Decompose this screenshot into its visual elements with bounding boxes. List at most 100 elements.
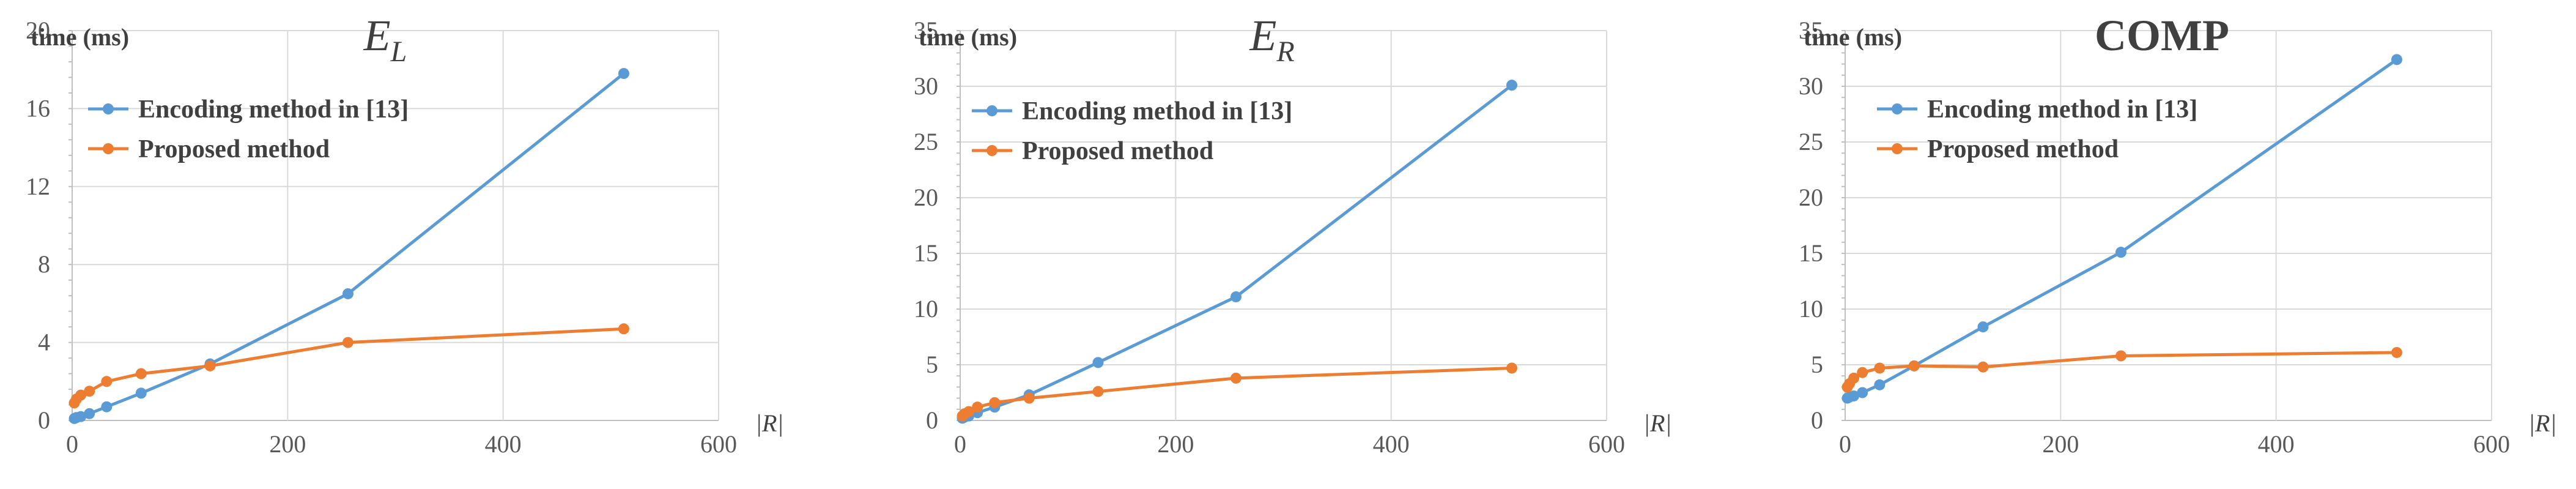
data-point bbox=[1977, 321, 1989, 333]
data-point bbox=[1857, 387, 1868, 398]
legend-label: Encoding method in [13] bbox=[1022, 97, 1292, 125]
chart-comp: 0 5 10 15 20 25 30 35 0 200 400 600 time (ms) |R| COMP… bbox=[1799, 11, 2556, 458]
y-tick-label: 5 bbox=[926, 351, 938, 378]
data-point bbox=[2115, 350, 2126, 362]
data-point bbox=[135, 387, 147, 399]
legend-entry: Encoding method in [13] bbox=[88, 95, 409, 124]
data-point bbox=[2391, 346, 2402, 358]
y-tick-label: 30 bbox=[1799, 72, 1823, 100]
data-point bbox=[75, 389, 87, 401]
data-point bbox=[342, 288, 353, 299]
series-line bbox=[73, 72, 625, 420]
y-tick-label: 20 bbox=[26, 17, 50, 44]
y-tick-label: 20 bbox=[1799, 184, 1823, 211]
y-tick-label: 4 bbox=[38, 329, 50, 356]
data-point bbox=[1023, 392, 1035, 404]
x-tick-label: 400 bbox=[485, 430, 522, 458]
data-point bbox=[342, 337, 353, 348]
x-tick-label: 200 bbox=[2042, 430, 2079, 458]
y-tick-label: 35 bbox=[1799, 17, 1823, 44]
data-point bbox=[1506, 362, 1517, 374]
legend-label: Encoding method in [13] bbox=[138, 95, 409, 124]
chart-title: COMP bbox=[2095, 11, 2229, 60]
data-point bbox=[1092, 386, 1104, 397]
legend-entry: Encoding method in [13] bbox=[1877, 95, 2197, 124]
y-axis-title: time (ms) bbox=[31, 23, 129, 51]
y-tick-label: 12 bbox=[26, 173, 50, 200]
x-tick-label: 0 bbox=[1839, 430, 1851, 458]
data-point bbox=[84, 408, 95, 419]
series-proposed-method bbox=[957, 362, 1517, 422]
chart-title: EL bbox=[363, 11, 407, 68]
data-point bbox=[101, 401, 113, 412]
y-tick-label: 25 bbox=[914, 128, 938, 155]
legend-marker bbox=[986, 105, 997, 116]
x-tick-label: 0 bbox=[66, 430, 78, 458]
data-point bbox=[963, 406, 975, 417]
x-axis-title: |R| bbox=[1643, 409, 1671, 437]
x-tick-label: 200 bbox=[269, 430, 306, 458]
chart-title: ER bbox=[1249, 11, 1294, 68]
y-tick-label: 0 bbox=[1811, 406, 1823, 434]
y-tick-label: 5 bbox=[1811, 351, 1823, 378]
legend-entry: Proposed method bbox=[88, 135, 330, 163]
y-tick-label: 16 bbox=[26, 94, 50, 122]
data-point bbox=[989, 397, 1001, 408]
data-point bbox=[1506, 80, 1517, 91]
legend-marker bbox=[1892, 103, 1903, 114]
x-tick-label: 600 bbox=[700, 430, 737, 458]
y-axis-title: time (ms) bbox=[919, 23, 1017, 51]
legend-label: Encoding method in [13] bbox=[1927, 95, 2197, 124]
data-point bbox=[1092, 357, 1104, 368]
y-axis-title: time (ms) bbox=[1804, 23, 1902, 51]
data-point bbox=[204, 360, 216, 371]
data-point bbox=[1874, 362, 1886, 374]
x-tick-label: 600 bbox=[1588, 430, 1625, 458]
data-point bbox=[2391, 54, 2402, 65]
legend-label: Proposed method bbox=[138, 135, 330, 163]
x-tick-label: 400 bbox=[1373, 430, 1410, 458]
y-tick-label: 25 bbox=[1799, 128, 1823, 155]
x-tick-label: 200 bbox=[1157, 430, 1194, 458]
legend-marker bbox=[103, 143, 114, 154]
y-tick-label: 15 bbox=[914, 239, 938, 267]
data-point bbox=[1848, 390, 1860, 401]
data-point bbox=[1848, 372, 1860, 384]
data-point bbox=[84, 386, 95, 397]
x-tick-label: 400 bbox=[2258, 430, 2295, 458]
legend-marker bbox=[1892, 143, 1903, 154]
data-point bbox=[1908, 360, 1920, 371]
y-tick-label: 10 bbox=[914, 295, 938, 323]
data-point bbox=[1857, 367, 1868, 378]
y-tick-label: 15 bbox=[1799, 239, 1823, 267]
y-tick-label: 35 bbox=[914, 17, 938, 44]
series-proposed-method bbox=[1841, 346, 2402, 393]
data-point bbox=[1230, 291, 1242, 302]
data-point bbox=[1977, 361, 1989, 373]
y-tick-label: 20 bbox=[914, 184, 938, 211]
y-tick-label: 10 bbox=[1799, 295, 1823, 323]
legend-entry: Encoding method in [13] bbox=[972, 97, 1292, 125]
y-tick-label: 0 bbox=[38, 406, 50, 434]
y-tick-label: 30 bbox=[914, 72, 938, 100]
x-tick-label: 600 bbox=[2473, 430, 2510, 458]
chart-er: 0 5 10 15 20 25 30 35 0 200 400 600 time (ms) |R| ER En… bbox=[914, 11, 1671, 458]
x-axis-title: |R| bbox=[2528, 409, 2556, 437]
data-point bbox=[1230, 372, 1242, 384]
legend-entry: Proposed method bbox=[1877, 135, 2119, 163]
x-axis-title: |R| bbox=[755, 409, 783, 437]
data-point bbox=[101, 376, 113, 387]
legend-label: Proposed method bbox=[1927, 135, 2119, 163]
legend-marker bbox=[986, 145, 997, 156]
legend-marker bbox=[103, 103, 114, 114]
data-point bbox=[135, 368, 147, 379]
data-point bbox=[1874, 379, 1886, 390]
data-point bbox=[618, 323, 629, 335]
y-tick-label: 8 bbox=[38, 250, 50, 278]
series-proposed-method bbox=[68, 323, 629, 409]
x-tick-label: 0 bbox=[954, 430, 966, 458]
series-line bbox=[961, 84, 1513, 420]
legend-entry: Proposed method bbox=[972, 137, 1213, 165]
